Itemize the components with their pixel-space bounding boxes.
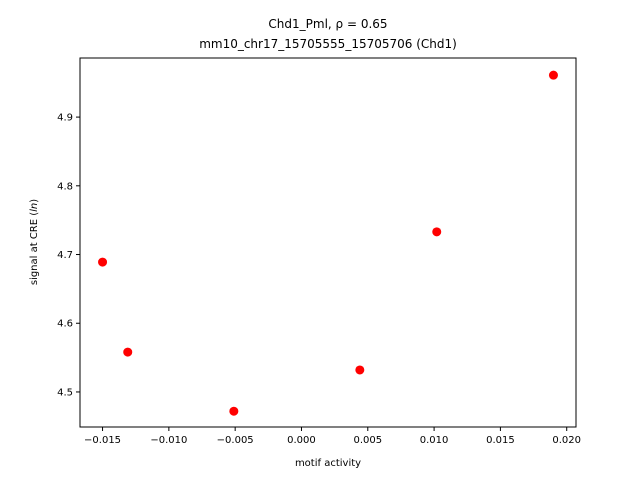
- data-point: [355, 365, 365, 375]
- data-point: [229, 406, 239, 416]
- y-axis-label-suffix: ): [29, 199, 40, 203]
- x-axis: −0.015 −0.010 −0.005 0.000 0.005 0.010 0.015 0.…: [84, 427, 581, 446]
- y-tick-label: 4.5: [57, 387, 73, 398]
- x-tick-label: 0.020: [552, 435, 581, 446]
- x-tick-label: 0.000: [287, 435, 316, 446]
- y-tick-label: 4.8: [57, 181, 73, 192]
- y-tick-label: 4.9: [57, 113, 73, 124]
- y-axis-label-prefix: signal at CRE (: [29, 212, 40, 285]
- x-tick-label: 0.010: [420, 435, 449, 446]
- x-tick-label: 0.015: [486, 435, 515, 446]
- chart-title-line1: Chd1_Pml, ρ = 0.65: [268, 17, 387, 31]
- chart-title-line2: mm10_chr17_15705555_15705706 (Chd1): [199, 37, 457, 51]
- axes-frame: [79, 57, 577, 428]
- x-tick-label: −0.015: [84, 435, 121, 446]
- data-point: [98, 257, 108, 267]
- x-tick-label: 0.005: [353, 435, 382, 446]
- x-tick-label: −0.010: [150, 435, 187, 446]
- data-point: [432, 227, 442, 237]
- data-point: [548, 70, 558, 80]
- y-axis: 4.5 4.6 4.7 4.8 4.9: [57, 113, 80, 398]
- plot-area: [98, 70, 558, 416]
- x-axis-label: motif activity: [295, 458, 361, 469]
- y-axis-label: signal at CRE (ln): [29, 199, 40, 285]
- y-tick-label: 4.7: [57, 250, 73, 261]
- x-tick-label: −0.005: [217, 435, 254, 446]
- data-point: [123, 347, 133, 357]
- y-axis-label-italic: ln: [29, 203, 40, 212]
- y-tick-label: 4.6: [57, 319, 73, 330]
